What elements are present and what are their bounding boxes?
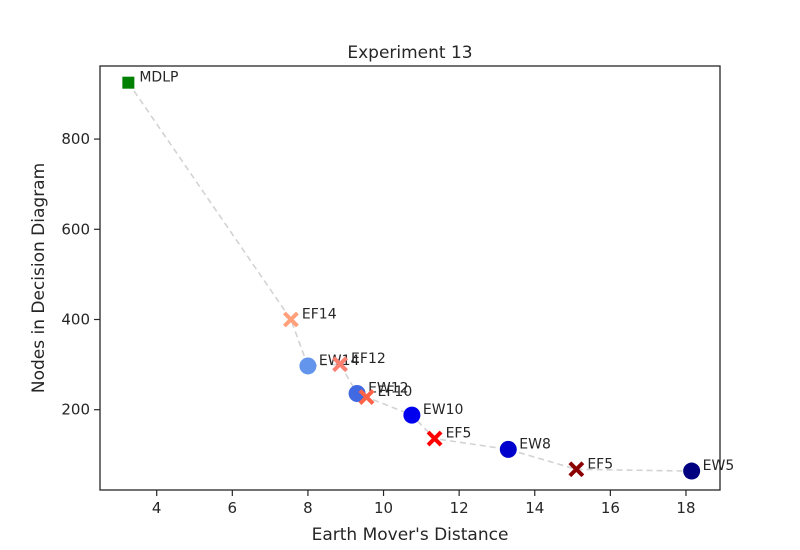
point-ew10-6-label: EW10 [423,402,464,418]
point-mdlp-0-marker [122,76,135,89]
x-tick-label-16: 16 [601,499,620,517]
point-ew5-10-marker [683,462,701,480]
point-ef5-9-marker [568,461,585,478]
chart-title: Experiment 13 [347,43,472,63]
point-ef5-7-marker [426,430,443,447]
x-tick-label-14: 14 [525,499,544,517]
x-axis-label: Earth Mover's Distance [312,525,509,545]
x-tick-label-8: 8 [303,499,313,517]
point-ew12-4-marker [348,384,366,402]
point-ew12-4-label: EW12 [368,380,409,396]
point-ef5-7-label: EF5 [446,426,472,442]
x-tick-label-12: 12 [450,499,469,517]
point-ef5-9-label: EF5 [587,456,613,472]
x-tick-label-6: 6 [228,499,238,517]
y-tick-label-600: 600 [61,220,90,238]
x-tick-label-4: 4 [152,499,162,517]
y-tick-label-400: 400 [61,310,90,328]
x-tick-label-18: 18 [676,499,695,517]
plot-frame [99,65,721,491]
y-axis-label: Nodes in Decision Diagram [29,163,49,393]
point-ef10-5-marker [358,389,375,405]
point-ew14-2-marker [299,357,317,375]
point-ew8-8-label: EW8 [519,436,551,452]
point-ef10-5-label: EF10 [378,384,413,400]
point-ef14-1-label: EF14 [302,306,337,322]
y-tick-label-800: 800 [61,130,90,148]
x-tick-label-10: 10 [374,499,393,517]
point-ef14-1-marker [283,311,299,328]
point-mdlp-0-label: MDLP [139,70,178,86]
point-ef12-3-label: EF12 [351,351,386,367]
point-ew5-10-label: EW5 [703,458,735,474]
point-ew8-8-marker [499,440,517,458]
axis-ticks: 4 6 8 10 12 14 16 18 200 400 600 800 [61,130,695,517]
y-tick-label-200: 200 [61,401,90,419]
point-ew10-6-marker [403,406,421,424]
point-ef12-3-marker [332,356,348,373]
